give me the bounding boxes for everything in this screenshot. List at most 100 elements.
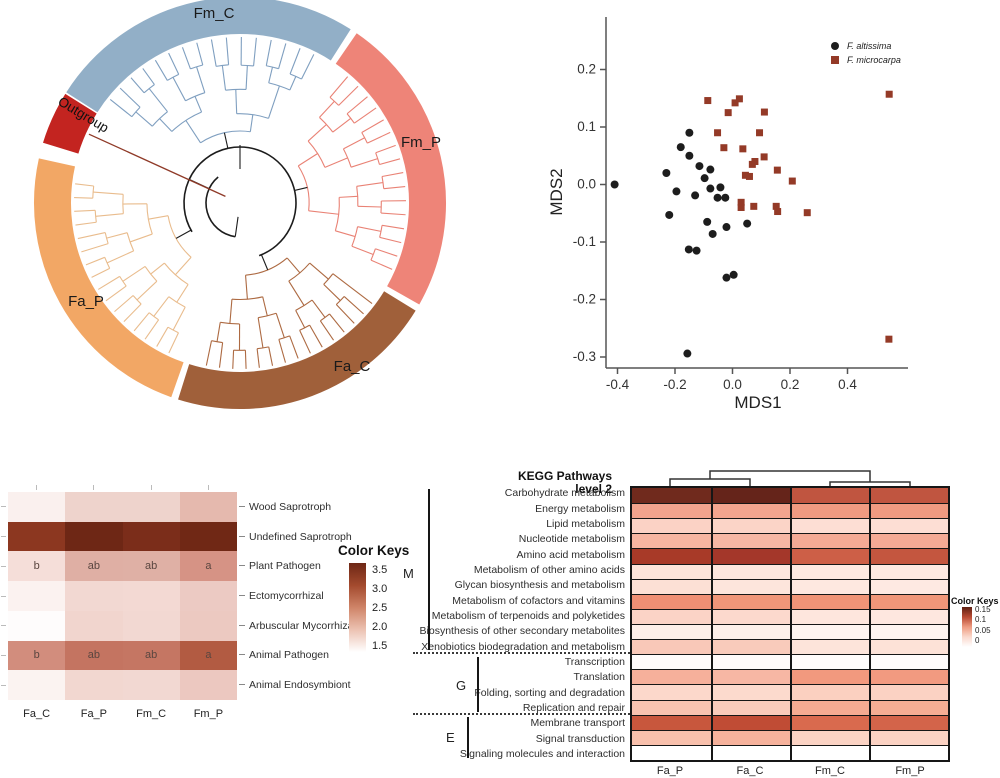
heatmap-cell bbox=[790, 563, 869, 579]
heatmap-cell bbox=[711, 548, 790, 564]
kegg-column-dendrogram bbox=[669, 470, 911, 486]
colorkey-tick: 1.5 bbox=[372, 640, 388, 652]
heatmap-cell bbox=[711, 488, 790, 504]
col-tick bbox=[207, 485, 209, 490]
heatmap-cell bbox=[122, 670, 180, 700]
heatmap-cell: b bbox=[8, 551, 66, 582]
heatmap-cell bbox=[790, 684, 869, 700]
group-label-G: G bbox=[456, 678, 467, 693]
data-point-altissima bbox=[706, 165, 715, 174]
heatmap-cell bbox=[711, 669, 790, 685]
heatmap-cell bbox=[711, 563, 790, 579]
row-tick bbox=[239, 654, 245, 656]
heatmap-cell bbox=[790, 654, 869, 670]
kegg-row-label: Biosynthesis of other secondary metaboli… bbox=[419, 625, 625, 638]
data-point-altissima bbox=[743, 219, 752, 228]
heatmap-cell bbox=[179, 670, 237, 700]
mds-y-tick: -0.1 bbox=[573, 234, 596, 249]
funguild-row-label: Animal Endosymbiont bbox=[249, 679, 351, 692]
legend-circle-icon bbox=[831, 42, 839, 50]
funguild-col-label: Fm_P bbox=[193, 708, 224, 720]
arc-Fm_C bbox=[66, 0, 351, 113]
heatmap-cell bbox=[8, 670, 66, 700]
data-point-microcarpa bbox=[774, 208, 782, 216]
group-label-E: E bbox=[446, 730, 455, 745]
heatmap-cell bbox=[869, 593, 948, 609]
heatmap-cell bbox=[790, 548, 869, 564]
heatmap-cell bbox=[711, 699, 790, 715]
heatmap-cell bbox=[179, 581, 237, 611]
heatmap-cell bbox=[632, 699, 711, 715]
row-tick bbox=[1, 654, 6, 656]
heatmap-cell bbox=[8, 492, 66, 522]
data-point-microcarpa bbox=[773, 166, 781, 174]
group-label-M: M bbox=[403, 566, 414, 581]
data-point-altissima bbox=[684, 245, 693, 254]
data-point-altissima bbox=[703, 217, 712, 226]
tree-group-label: Fm_P bbox=[401, 134, 441, 151]
data-point-altissima bbox=[729, 270, 738, 279]
data-point-altissima bbox=[685, 128, 694, 137]
heatmap-cell: ab bbox=[65, 551, 123, 582]
kegg-row-label: Membrane transport bbox=[530, 717, 625, 730]
data-point-microcarpa bbox=[750, 202, 758, 210]
heatmap-cell bbox=[869, 744, 948, 760]
data-point-altissima bbox=[706, 184, 715, 193]
col-tick bbox=[150, 485, 152, 490]
heatmap-cell bbox=[790, 593, 869, 609]
heatmap-cell: ab bbox=[122, 640, 180, 671]
row-tick bbox=[239, 684, 245, 686]
heatmap-cell bbox=[869, 548, 948, 564]
kegg-row-label: Glycan biosynthesis and metabolism bbox=[454, 579, 625, 592]
colorkey-tick: 0.05 bbox=[975, 625, 991, 635]
data-point-altissima bbox=[662, 169, 671, 177]
row-tick bbox=[1, 565, 6, 567]
heatmap-cell bbox=[711, 608, 790, 624]
heatmap-cell bbox=[8, 610, 66, 641]
tree-group-label: Fa_C bbox=[334, 358, 371, 375]
kegg-title: KEGG Pathways level 2 bbox=[517, 469, 612, 497]
funguild-col-label: Fa_C bbox=[23, 708, 51, 720]
heatmap-cell bbox=[632, 639, 711, 655]
heatmap-cell bbox=[65, 492, 123, 522]
heatmap-cell bbox=[869, 714, 948, 730]
row-tick bbox=[1, 595, 6, 597]
funguild-row-label: Plant Pathogen bbox=[249, 560, 321, 573]
data-point-altissima bbox=[692, 246, 701, 255]
legend-label: F. altissima bbox=[847, 41, 891, 51]
tree-group-label: Fa_P bbox=[68, 293, 104, 310]
kegg-row-label: Nucleotide metabolism bbox=[518, 533, 625, 546]
heatmap-cell bbox=[711, 533, 790, 549]
funguild-colorkey-ticks: 3.5 3.0 2.5 2.0 1.5 bbox=[372, 564, 387, 652]
kegg-row-label: Lipid metabolism bbox=[546, 517, 625, 530]
heatmap-cell bbox=[790, 608, 869, 624]
row-tick bbox=[1, 536, 6, 538]
heatmap-cell bbox=[122, 581, 180, 611]
kegg-row-label: Folding, sorting and degradation bbox=[474, 686, 625, 699]
legend-square-icon bbox=[831, 56, 839, 64]
data-point-microcarpa bbox=[760, 108, 768, 116]
data-point-altissima bbox=[716, 183, 725, 192]
heatmap-cell: b bbox=[8, 640, 66, 671]
heatmap-cell bbox=[711, 623, 790, 640]
bracket-E bbox=[467, 717, 469, 758]
row-tick bbox=[1, 625, 6, 627]
row-tick bbox=[239, 505, 245, 507]
group-divider bbox=[413, 713, 630, 715]
heatmap-cell: ab bbox=[65, 640, 123, 671]
colorkey-tick: 0.15 bbox=[975, 605, 991, 614]
heatmap-cell bbox=[632, 654, 711, 670]
heatmap-cell bbox=[711, 639, 790, 655]
funguild-colorkey-gradient bbox=[349, 563, 366, 652]
heatmap-cell bbox=[632, 548, 711, 564]
heatmap-cell bbox=[790, 503, 869, 519]
kegg-colorkey-ticks: 0.15 0.1 0.05 0 bbox=[975, 605, 991, 645]
kegg-row-label: Replication and repair bbox=[522, 701, 625, 714]
funguild-heatmap: b ab ab a b ab ab a bbox=[8, 492, 237, 700]
data-point-altissima bbox=[708, 229, 717, 238]
heatmap-cell bbox=[869, 699, 948, 715]
mds-x-tick: 0.2 bbox=[781, 377, 800, 392]
heatmap-cell bbox=[790, 669, 869, 685]
data-point-microcarpa bbox=[737, 204, 745, 211]
heatmap-cell bbox=[711, 593, 790, 609]
